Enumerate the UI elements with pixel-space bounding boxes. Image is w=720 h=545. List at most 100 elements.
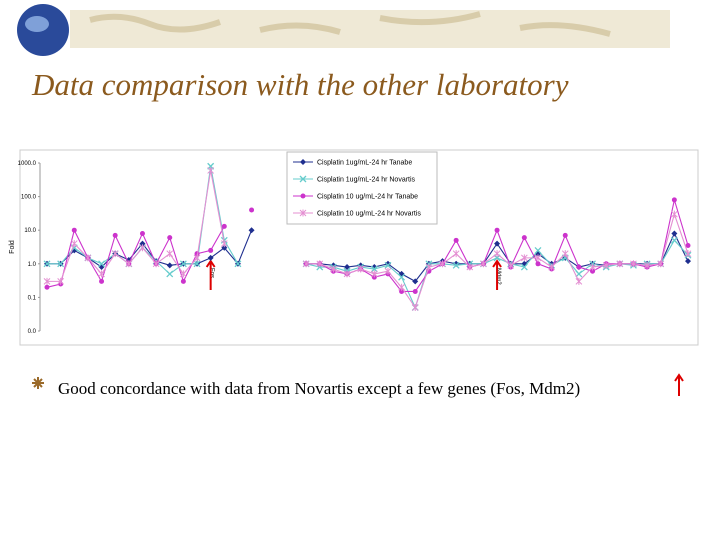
marker: [152, 260, 160, 268]
marker: [300, 193, 306, 199]
y-tick-label: 0.1: [28, 295, 37, 301]
marker: [534, 246, 542, 254]
marker: [193, 254, 201, 262]
marker: [507, 261, 515, 269]
marker: [193, 260, 201, 268]
legend-label: Cisplatin 1ug/mL-24 hr Tanabe: [317, 160, 412, 167]
marker: [411, 304, 419, 312]
map-decoration: [89, 11, 611, 37]
marker: [357, 265, 365, 273]
legend-label: Cisplatin 1ug/mL-24 hr Novartis: [317, 177, 416, 184]
marker: [657, 260, 665, 268]
marker: [180, 278, 186, 284]
red-arrow: [205, 259, 216, 290]
marker: [602, 261, 610, 269]
marker: [412, 278, 419, 285]
legend-box: [286, 151, 438, 225]
legend-label: Cisplatin 10 ug/mL-24 hr Tanabe: [317, 194, 418, 201]
marker: [671, 210, 678, 218]
marker: [316, 260, 324, 268]
marker: [302, 260, 310, 268]
marker: [44, 284, 50, 290]
red-arrow: [674, 373, 684, 396]
marker: [234, 260, 242, 268]
y-tick-label: 1000.0: [18, 161, 37, 167]
marker: [494, 227, 500, 233]
marker: [299, 175, 307, 183]
marker: [534, 254, 542, 262]
marker: [125, 260, 133, 268]
marker: [643, 261, 651, 269]
marker: [425, 263, 433, 271]
marker: [330, 265, 337, 273]
marker: [221, 244, 228, 251]
marker: [370, 265, 378, 273]
marker: [344, 264, 351, 271]
marker: [561, 250, 569, 258]
marker: [685, 258, 691, 265]
marker: [494, 240, 501, 247]
legend-label: Cisplatin 10 ug/mL-24 hr Novartis: [317, 211, 421, 218]
marker: [589, 263, 596, 271]
marker: [208, 247, 214, 253]
marker: [562, 232, 568, 238]
marker: [99, 278, 105, 284]
marker: [57, 277, 64, 285]
marker: [684, 250, 692, 258]
red-arrow: [492, 259, 502, 290]
marker: [630, 260, 637, 268]
marker: [370, 270, 378, 278]
marker: [671, 197, 677, 203]
y-tick-label: 10.0: [24, 228, 36, 234]
slide-title: Data comparison with the other laborator…: [31, 67, 569, 102]
marker: [466, 263, 474, 271]
marker: [43, 277, 51, 285]
marker: [452, 250, 460, 258]
marker: [139, 240, 146, 247]
marker: [112, 232, 118, 238]
marker: [139, 244, 146, 252]
marker: [166, 250, 174, 258]
marker: [179, 260, 187, 268]
marker: [70, 240, 78, 248]
marker: [98, 270, 105, 278]
marker: [166, 270, 174, 278]
marker: [616, 260, 624, 268]
marker: [575, 270, 583, 278]
y-tick-label: 1.0: [28, 262, 37, 268]
marker: [493, 250, 501, 258]
marker: [249, 207, 255, 213]
marker: [43, 260, 51, 268]
marker: [399, 288, 405, 294]
marker: [220, 240, 228, 248]
marker: [521, 235, 527, 241]
marker: [111, 250, 119, 258]
bullet-icon: [32, 377, 44, 389]
marker: [671, 230, 678, 237]
marker: [548, 263, 555, 271]
bullet-text: Good concordance with data from Novartis…: [58, 379, 580, 398]
marker: [575, 277, 583, 285]
marker: [670, 236, 678, 244]
marker: [452, 261, 460, 269]
marker: [412, 288, 418, 294]
marker: [207, 166, 215, 174]
marker: [221, 223, 227, 229]
marker: [439, 260, 446, 268]
globe-highlight: [25, 16, 49, 32]
marker: [167, 235, 173, 241]
marker: [98, 260, 106, 268]
marker: [480, 260, 487, 268]
marker: [520, 263, 528, 271]
marker: [57, 260, 65, 268]
marker: [384, 267, 392, 275]
marker: [248, 227, 255, 234]
marker: [384, 261, 392, 269]
marker: [300, 159, 306, 165]
marker: [520, 254, 528, 262]
marker: [343, 270, 351, 278]
marker: [84, 254, 92, 262]
marker: [453, 237, 459, 243]
marker: [535, 261, 541, 267]
